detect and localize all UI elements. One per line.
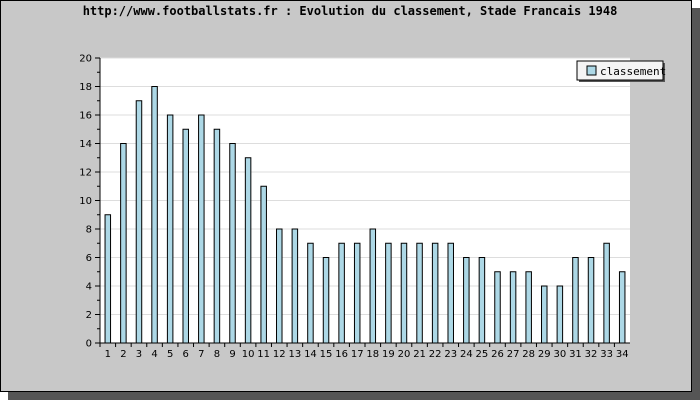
x-tick-label: 6 [183,349,189,360]
frame-shadow-bottom [8,392,700,400]
bar [291,228,299,344]
bar [353,242,361,344]
bar [618,271,626,344]
x-tick-label: 12 [273,349,286,360]
bar [338,242,345,344]
bar [525,271,532,344]
bar [447,242,454,344]
legend-box [576,60,664,81]
x-tick-label: 1 [105,349,111,360]
bar [463,257,470,344]
y-tick-label: 4 [86,282,92,293]
bar [572,257,579,344]
y-tick-label: 16 [79,111,92,122]
bar [509,271,517,344]
y-tick-label: 18 [79,82,92,93]
bar [151,86,158,344]
bar [416,242,423,344]
chart-title: http://www.footballstats.fr : Evolution … [82,4,618,18]
x-tick-label: 2 [120,349,126,360]
y-tick-label: 6 [86,253,92,264]
y-tick-label: 10 [79,196,92,207]
bar [478,257,486,344]
y-tick-labels: 0 2 4 6 8 10 12 14 16 18 20 [79,54,92,350]
x-tick-label: 24 [460,349,473,360]
x-tick-label: 30 [553,349,566,360]
x-tick-label: 19 [382,349,395,360]
x-tick-label: 26 [491,349,504,360]
legend-swatch [586,65,597,76]
x-tick-label: 31 [569,349,582,360]
axes [95,57,630,347]
bar [276,228,283,344]
x-tick-label: 5 [167,349,173,360]
x-tick-label: 17 [351,349,364,360]
bar [385,242,392,344]
bar [431,242,439,344]
legend: classement [576,60,666,82]
frame-shadow-right [692,8,700,400]
x-tick-label: 20 [398,349,411,360]
x-tick-label: 7 [198,349,204,360]
y-tick-label: 20 [79,54,92,65]
bar [166,114,174,344]
x-tick-label: 9 [229,349,235,360]
bar [104,214,112,344]
y-tick-label: 0 [86,339,92,350]
y-tick-label: 8 [86,225,92,236]
bar [587,257,595,344]
y-tick-label: 12 [79,168,92,179]
x-tick-label: 32 [585,349,598,360]
bar [135,100,143,344]
x-tick-label: 25 [476,349,489,360]
x-tick-label: 14 [304,349,317,360]
x-tick-labels: 1 2 3 4 5 6 7 8 9 10 11 12 13 14 15 16 17 18 19 20 21 22 23 24 2… [105,349,629,360]
x-tick-label: 4 [151,349,157,360]
bar [213,128,221,344]
bar [556,285,564,344]
x-tick-label: 11 [257,349,270,360]
bar [198,114,205,344]
bar [494,271,501,344]
x-tick-label: 23 [444,349,457,360]
bar [307,242,314,344]
bar [400,242,408,344]
x-tick-label: 34 [616,349,629,360]
bar [603,242,610,344]
bar [244,157,252,344]
x-tick-label: 16 [335,349,348,360]
x-tick-label: 28 [522,349,535,360]
x-tick-label: 15 [320,349,333,360]
bar [260,185,267,344]
x-tick-label: 10 [242,349,255,360]
x-tick-label: 18 [366,349,379,360]
bar [369,228,377,344]
x-tick-label: 22 [429,349,442,360]
x-tick-label: 33 [600,349,613,360]
x-tick-label: 29 [538,349,551,360]
legend-label: classement [600,65,666,78]
x-tick-label: 27 [507,349,520,360]
y-tick-label: 14 [79,139,92,150]
bar [541,285,548,344]
x-tick-label: 8 [214,349,220,360]
bar [182,128,189,344]
x-tick-label: 13 [288,349,301,360]
bar [120,143,127,344]
x-tick-label: 3 [136,349,142,360]
bar [322,257,330,344]
y-tick-label: 2 [86,310,92,321]
bar [229,143,236,344]
x-tick-label: 21 [413,349,426,360]
